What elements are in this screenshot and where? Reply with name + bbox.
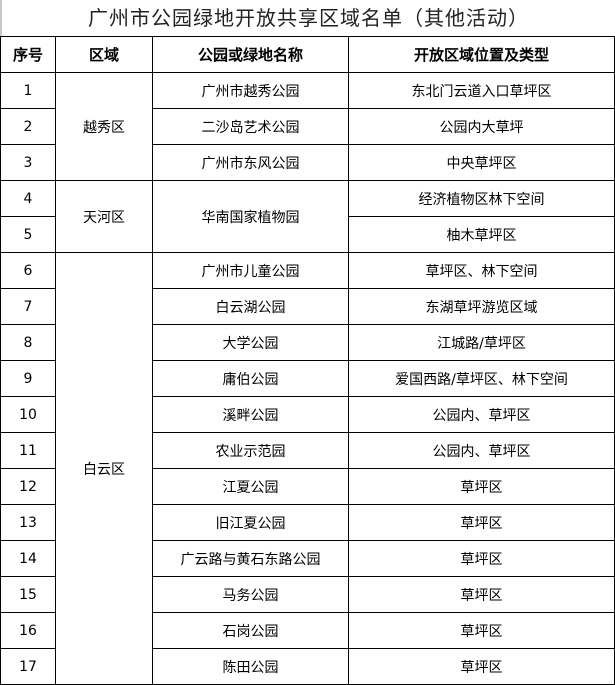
park-name-cell: 庸伯公园 (152, 360, 349, 397)
open-area-cell: 草坪区 (348, 612, 615, 649)
open-area-cell: 东北门云道入口草坪区 (348, 72, 615, 109)
open-area-cell: 中央草坪区 (348, 144, 615, 181)
row-number: 1 (0, 72, 56, 109)
park-name-cell: 江夏公园 (152, 468, 349, 505)
district-cell: 天河区 (55, 180, 153, 253)
table-row: 1 越秀区 广州市越秀公园 东北门云道入口草坪区 (0, 72, 615, 181)
table-row: 17 陈田公园 草坪区 (0, 648, 615, 685)
open-area-cell: 东湖草坪游览区域 (348, 288, 615, 325)
table-row: 3 广州市东风公园 中央草坪区 (0, 144, 615, 181)
table-row: 12 江夏公园 草坪区 (0, 468, 615, 505)
row-number: 7 (0, 288, 56, 325)
park-name-cell: 马务公园 (152, 576, 349, 613)
open-area-cell: 公园内、草坪区 (348, 432, 615, 469)
table-row: 14 广云路与黄石东路公园 草坪区 (0, 540, 615, 577)
table-row: 15 马务公园 草坪区 (0, 576, 615, 613)
row-number: 10 (0, 396, 56, 433)
park-name-cell: 广州市东风公园 (152, 144, 349, 181)
open-area-cell: 公园内大草坪 (348, 108, 615, 145)
header-area: 开放区域位置及类型 (348, 36, 615, 73)
table-row: 13 旧江夏公园 草坪区 (0, 504, 615, 541)
header-district: 区域 (55, 36, 153, 73)
open-area-cell: 草坪区 (348, 468, 615, 505)
park-name-cell: 陈田公园 (152, 648, 349, 685)
park-name-cell: 广州市越秀公园 (152, 72, 349, 109)
table-row: 7 白云湖公园 东湖草坪游览区域 (0, 288, 615, 325)
open-area-cell: 草坪区、林下空间 (348, 252, 615, 289)
table-row: 11 农业示范园 公园内、草坪区 (0, 432, 615, 469)
row-number: 4 (0, 180, 56, 217)
table-row: 6 白云区 广州市儿童公园 草坪区、林下空间 (0, 252, 615, 685)
row-number: 15 (0, 576, 56, 613)
park-name-cell: 溪畔公园 (152, 396, 349, 433)
park-name-cell: 石岗公园 (152, 612, 349, 649)
park-name-cell: 广云路与黄石东路公园 (152, 540, 349, 577)
open-area-cell: 草坪区 (348, 504, 615, 541)
park-name-cell: 白云湖公园 (152, 288, 349, 325)
open-area-cell: 草坪区 (348, 576, 615, 613)
row-number: 17 (0, 648, 56, 685)
row-number: 11 (0, 432, 56, 469)
row-number: 5 (0, 216, 56, 253)
row-number: 13 (0, 504, 56, 541)
parks-table: 序号 区域 公园或绿地名称 开放区域位置及类型 1 越秀区 广州市越秀公园 东北门云道… (0, 36, 615, 685)
open-area-cell: 经济植物区林下空间 (348, 180, 615, 217)
row-number: 3 (0, 144, 56, 181)
row-number: 16 (0, 612, 56, 649)
park-name-cell: 大学公园 (152, 324, 349, 361)
park-name-cell: 华南国家植物园 (152, 180, 349, 253)
table-row: 8 大学公园 江城路/草坪区 (0, 324, 615, 361)
table-header-row: 序号 区域 公园或绿地名称 开放区域位置及类型 (0, 36, 615, 73)
table-row: 2 二沙岛艺术公园 公园内大草坪 (0, 108, 615, 145)
table-row: 9 庸伯公园 爱国西路/草坪区、林下空间 (0, 360, 615, 397)
open-area-cell: 草坪区 (348, 648, 615, 685)
row-number: 9 (0, 360, 56, 397)
open-area-cell: 草坪区 (348, 540, 615, 577)
open-area-cell: 公园内、草坪区 (348, 396, 615, 433)
document-title: 广州市公园绿地开放共享区域名单（其他活动） (0, 0, 615, 36)
district-cell: 白云区 (55, 252, 153, 685)
park-name-cell: 二沙岛艺术公园 (152, 108, 349, 145)
open-area-cell: 柚木草坪区 (348, 216, 615, 253)
row-number: 8 (0, 324, 56, 361)
row-number: 6 (0, 252, 56, 289)
header-park: 公园或绿地名称 (152, 36, 349, 73)
table-row: 4 天河区 华南国家植物园 经济植物区林下空间 (0, 180, 615, 253)
district-cell: 越秀区 (55, 72, 153, 181)
row-number: 12 (0, 468, 56, 505)
park-name-cell: 农业示范园 (152, 432, 349, 469)
row-number: 14 (0, 540, 56, 577)
row-number: 2 (0, 108, 56, 145)
open-area-cell: 爱国西路/草坪区、林下空间 (348, 360, 615, 397)
open-area-cell: 江城路/草坪区 (348, 324, 615, 361)
park-name-cell: 旧江夏公园 (152, 504, 349, 541)
header-no: 序号 (0, 36, 56, 73)
park-name-cell: 广州市儿童公园 (152, 252, 349, 289)
